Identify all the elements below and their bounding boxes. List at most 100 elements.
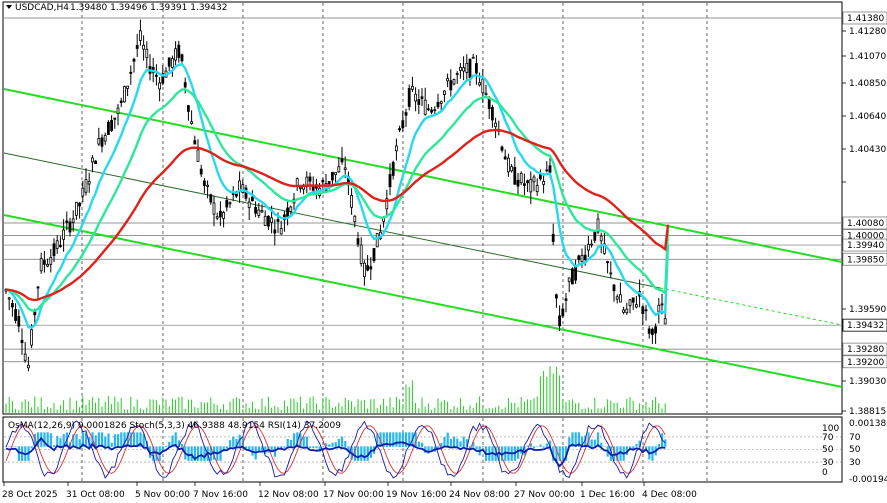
- time-axis-label: 24 Nov 08:00: [449, 490, 510, 500]
- candle-body: [555, 294, 558, 299]
- collapse-arrow-icon[interactable]: [6, 5, 12, 9]
- candle-body: [561, 308, 565, 317]
- axis-layer: 1.41280 1.41070 1.40850 1.40640 1.40430 1.395…: [2, 11, 887, 500]
- osma-bar: [571, 432, 574, 447]
- candle-body: [532, 176, 536, 183]
- osma-bar: [193, 446, 196, 461]
- candle-body: [30, 329, 34, 346]
- candle-body: [516, 179, 520, 187]
- osma-bar: [75, 434, 78, 447]
- osma-bar: [568, 437, 571, 447]
- candle-body: [113, 117, 117, 120]
- candle-body: [401, 120, 405, 129]
- candle-body: [362, 262, 366, 278]
- osma-bar: [283, 446, 286, 448]
- candle-body: [250, 196, 254, 202]
- osma-bar: [142, 433, 145, 447]
- osma-bar: [453, 436, 456, 447]
- candle-body: [145, 48, 149, 59]
- candle-body: [138, 30, 142, 41]
- osma-bar: [561, 446, 564, 461]
- channel-lower-line: [3, 214, 843, 388]
- candle-body: [590, 243, 593, 246]
- candle-body: [519, 172, 523, 184]
- osma-bar: [664, 439, 667, 447]
- osma-bar: [529, 443, 532, 447]
- level-label: 1.39940: [847, 241, 884, 251]
- candle-body: [254, 207, 258, 214]
- candle-body: [500, 146, 504, 151]
- candle-body: [398, 128, 402, 131]
- candle-body: [135, 44, 139, 49]
- candle-body: [359, 244, 363, 264]
- osma-bar: [59, 438, 62, 447]
- level-label-box: [842, 216, 887, 230]
- candle-body: [580, 255, 584, 263]
- candle-body: [663, 318, 667, 325]
- osma-bar: [238, 434, 241, 447]
- time-axis-label: 31 Oct 08:00: [66, 490, 125, 500]
- osma-bar: [574, 432, 577, 447]
- candle-body: [286, 207, 290, 217]
- osma-bar: [286, 439, 289, 447]
- candle-body: [14, 309, 17, 321]
- osma-bar: [597, 432, 600, 447]
- candle-body: [506, 157, 510, 173]
- candle-body: [641, 306, 645, 315]
- osma-bar: [49, 433, 52, 447]
- candle-body: [279, 228, 283, 235]
- price-axis-label: 1.40850: [849, 79, 886, 89]
- level-label-box: [842, 318, 887, 332]
- osc-axis-label: 0.00138: [849, 419, 886, 429]
- price-axis-label: 1.40640: [849, 112, 886, 122]
- candle-body: [7, 297, 11, 300]
- candle-body: [404, 112, 408, 116]
- price-panel: [2, 1, 843, 415]
- price-axis-label: 1.39030: [849, 377, 886, 387]
- candle-body: [129, 71, 133, 74]
- stoch-signal-line: [5, 425, 666, 474]
- candle-body: [202, 180, 206, 186]
- osma-bar: [395, 432, 398, 447]
- candle-body: [308, 176, 312, 182]
- candle-body: [369, 266, 373, 270]
- osma-bar: [85, 432, 88, 447]
- osma-bar: [37, 432, 40, 447]
- osma-bar: [270, 446, 273, 451]
- oscillator-header-text: OsMA(12,26,9) 0.0001826 Stoch(5,3,3) 46.…: [8, 421, 341, 431]
- candle-body: [558, 315, 561, 327]
- osma-bar: [347, 446, 350, 453]
- osma-bar: [472, 441, 475, 447]
- osma-bar: [494, 446, 497, 461]
- candle-body: [161, 73, 165, 84]
- candle-body: [87, 181, 91, 185]
- osma-bar: [552, 446, 555, 461]
- candle-body: [311, 185, 315, 191]
- candle-body: [218, 210, 222, 218]
- osma-bar: [257, 446, 260, 453]
- osma-bar: [129, 432, 132, 447]
- osma-bar: [94, 435, 97, 447]
- candle-body: [474, 63, 478, 74]
- ema-fast-line: [5, 62, 670, 329]
- candle-body: [439, 101, 443, 104]
- osma-bar: [190, 446, 193, 461]
- osma-bar: [341, 436, 344, 447]
- candle-body: [436, 101, 440, 108]
- osma-bar: [72, 434, 75, 447]
- osma-bar: [590, 439, 593, 447]
- candle-body: [26, 364, 30, 369]
- candle-body: [46, 263, 49, 267]
- time-axis-label: 1 Dec 16:00: [580, 490, 635, 500]
- osma-bar: [177, 440, 180, 447]
- candle-body: [324, 183, 328, 191]
- rsi-line: [5, 436, 666, 468]
- candle-body: [478, 82, 482, 86]
- osma-bar: [78, 439, 81, 447]
- osma-bar: [331, 442, 334, 447]
- osma-bar: [539, 444, 542, 447]
- osc-level-label: 0: [822, 468, 828, 478]
- osma-bar: [584, 435, 587, 447]
- osma-bar: [293, 433, 296, 447]
